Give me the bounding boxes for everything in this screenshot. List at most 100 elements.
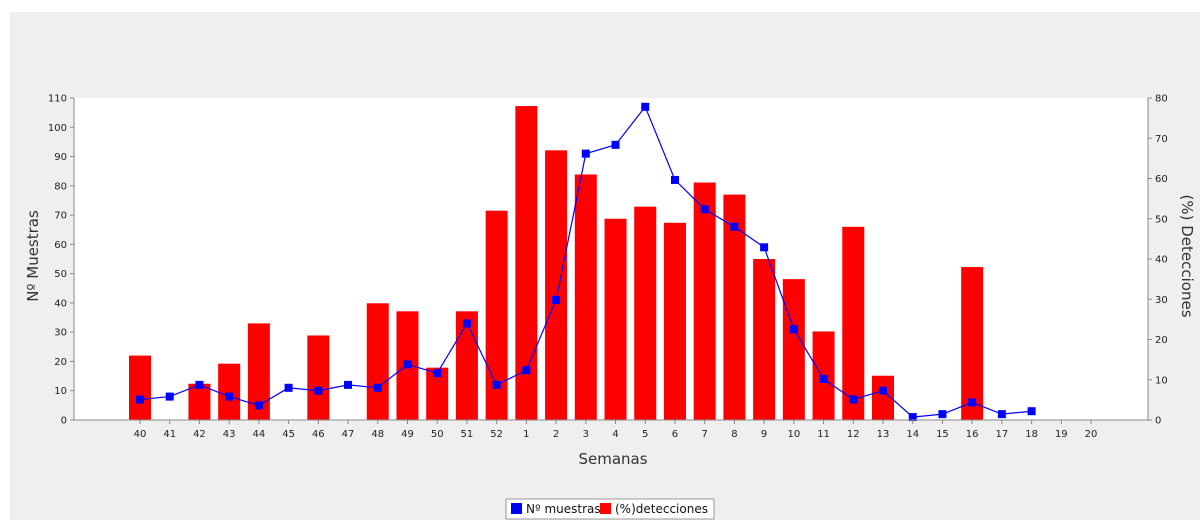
- point-muestras-46: [314, 386, 323, 395]
- right-tick-label: 10: [1155, 375, 1168, 386]
- x-tick-label: 5: [642, 429, 648, 440]
- point-muestras-4: [611, 140, 620, 149]
- bar-detecciones-16: [961, 267, 984, 420]
- point-muestras-7: [700, 205, 709, 214]
- x-tick-label: 9: [761, 429, 767, 440]
- left-tick-label: 50: [54, 269, 67, 280]
- left-tick-label: 70: [54, 211, 67, 222]
- point-muestras-48: [373, 383, 382, 392]
- x-tick-label: 10: [787, 429, 800, 440]
- left-tick-label: 100: [48, 123, 67, 134]
- bar-detecciones-40: [129, 355, 151, 420]
- point-muestras-41: [165, 392, 174, 401]
- point-muestras-52: [492, 380, 501, 389]
- x-tick-label: 15: [936, 429, 949, 440]
- x-tick-label: 42: [193, 429, 206, 440]
- x-tick-label: 47: [342, 429, 355, 440]
- right-tick-label: 80: [1155, 94, 1168, 105]
- bar-detecciones-51: [455, 311, 478, 420]
- point-muestras-17: [997, 410, 1006, 419]
- point-muestras-2: [552, 295, 561, 304]
- point-muestras-15: [938, 410, 947, 419]
- x-tick-label: 19: [1055, 429, 1068, 440]
- point-muestras-18: [1027, 407, 1036, 416]
- left-tick-label: 110: [48, 94, 67, 105]
- bar-detecciones-6: [663, 222, 686, 420]
- x-tick-label: 16: [966, 429, 979, 440]
- point-muestras-14: [908, 413, 917, 422]
- bar-detecciones-44: [247, 323, 270, 420]
- x-tick-label: 8: [731, 429, 737, 440]
- point-muestras-8: [730, 222, 739, 231]
- bar-detecciones-8: [723, 194, 746, 420]
- point-muestras-16: [968, 398, 977, 407]
- right-tick-label: 20: [1155, 335, 1168, 346]
- point-muestras-11: [819, 375, 828, 384]
- left-tick-label: 90: [54, 152, 67, 163]
- point-muestras-10: [789, 325, 798, 334]
- x-tick-label: 1: [523, 429, 529, 440]
- right-tick-label: 60: [1155, 174, 1168, 185]
- right-tick-label: 30: [1155, 295, 1168, 306]
- x-tick-label: 11: [817, 429, 830, 440]
- x-tick-label: 52: [490, 429, 503, 440]
- point-muestras-43: [225, 392, 234, 401]
- bar-detecciones-50: [426, 367, 449, 420]
- legend-swatch-detecciones: [600, 503, 611, 514]
- x-tick-label: 12: [847, 429, 860, 440]
- point-muestras-40: [136, 395, 144, 404]
- x-tick-label: 41: [163, 429, 176, 440]
- bar-detecciones-48: [366, 303, 389, 420]
- point-muestras-3: [581, 149, 590, 158]
- x-tick-label: 40: [134, 429, 147, 440]
- x-tick-label: 17: [996, 429, 1009, 440]
- bar-detecciones-5: [634, 206, 657, 420]
- bar-detecciones-13: [872, 375, 894, 420]
- legend-label-muestras: Nº muestras: [526, 502, 601, 516]
- x-tick-label: 45: [282, 429, 295, 440]
- x-tick-label: 13: [877, 429, 890, 440]
- bar-detecciones-43: [218, 363, 241, 420]
- bar-detecciones-2: [545, 150, 568, 420]
- x-tick-label: 20: [1085, 429, 1098, 440]
- x-tick-label: 50: [431, 429, 444, 440]
- point-muestras-1: [522, 366, 531, 375]
- bar-detecciones-3: [574, 174, 597, 420]
- left-tick-label: 0: [61, 416, 67, 427]
- chart-panel: 0 10 20 30 40 50 60 70 80 90 100 110 0 10 20 30 40 50 60 70…: [10, 12, 1200, 520]
- bar-detecciones-7: [693, 182, 716, 420]
- point-muestras-50: [433, 369, 442, 378]
- left-tick-label: 30: [54, 328, 67, 339]
- right-tick-label: 70: [1155, 134, 1168, 145]
- bar-detecciones-12: [842, 226, 865, 420]
- bar-detecciones-42: [188, 383, 211, 420]
- left-tick-label: 20: [54, 357, 67, 368]
- x-tick-label: 4: [612, 429, 618, 440]
- right-tick-label: 0: [1155, 416, 1161, 427]
- right-tick-label: 40: [1155, 255, 1168, 266]
- point-muestras-49: [403, 360, 412, 369]
- bar-detecciones-10: [782, 279, 805, 420]
- left-tick-label: 60: [54, 240, 67, 251]
- x-tick-label: 51: [461, 429, 474, 440]
- legend: Nº muestras (%)detecciones: [505, 498, 715, 520]
- x-tick-label: 7: [701, 429, 707, 440]
- x-tick-label: 48: [371, 429, 384, 440]
- legend-label-detecciones: (%)detecciones: [615, 502, 708, 516]
- x-tick-label: 18: [1025, 429, 1038, 440]
- legend-swatch-muestras: [511, 503, 522, 514]
- right-tick-label: 50: [1155, 214, 1168, 225]
- point-muestras-51: [462, 319, 471, 328]
- point-muestras-12: [849, 395, 858, 404]
- bar-detecciones-46: [307, 335, 330, 420]
- point-muestras-42: [195, 380, 204, 389]
- left-axis-title: Nº Muestras: [24, 210, 42, 302]
- bar-detecciones-9: [753, 259, 776, 420]
- x-axis-title: Semanas: [578, 450, 647, 468]
- x-tick-label: 6: [672, 429, 678, 440]
- x-tick-label: 2: [553, 429, 559, 440]
- axes-layer: 0 10 20 30 40 50 60 70 80 90 100 110 0 10 20 30 40 50 60 70…: [48, 94, 1168, 441]
- left-tick-label: 40: [54, 298, 67, 309]
- x-tick-label: 44: [253, 429, 266, 440]
- bar-detecciones-1: [515, 106, 538, 421]
